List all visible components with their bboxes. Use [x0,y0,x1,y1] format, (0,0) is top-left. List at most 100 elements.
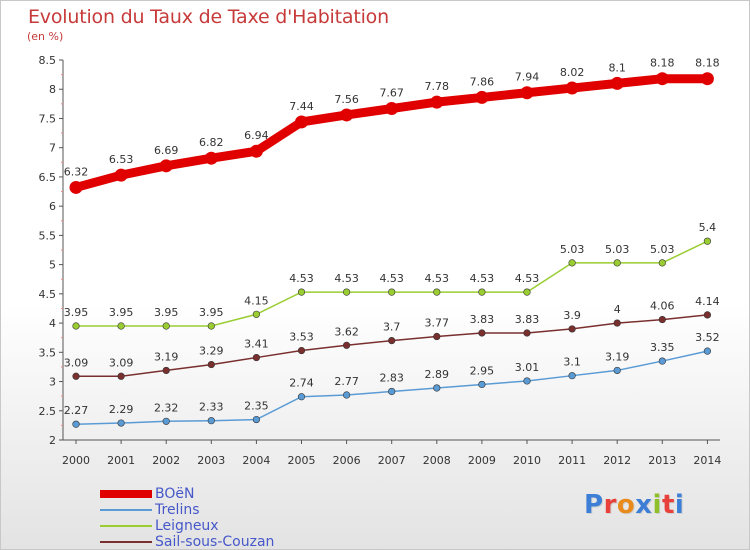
data-label: 4.53 [470,272,495,285]
x-tick-label: 2014 [693,454,721,467]
data-label: 8.02 [560,66,585,79]
data-label: 3.83 [515,313,540,326]
data-label: 3.09 [109,356,134,369]
data-point [658,315,666,324]
data-point [520,86,534,100]
data-point [613,366,621,375]
data-label: 4.15 [244,294,269,307]
legend-swatch [100,541,152,543]
legend-swatch [100,525,152,527]
data-point [207,417,215,425]
y-tick-label: 5 [49,259,56,272]
logo-letter: t [661,490,675,520]
data-point [700,72,714,86]
data-label: 6.53 [109,153,134,166]
data-point [117,372,125,380]
data-point [388,387,396,396]
data-label: 6.69 [154,144,179,157]
x-tick-label: 2004 [242,454,270,467]
data-point [297,346,306,355]
data-label: 2.33 [199,401,224,414]
data-label: 3.19 [605,350,630,363]
data-point [72,372,80,380]
data-label: 8.18 [695,57,720,70]
data-label: 2.29 [109,403,134,416]
data-label: 3.52 [695,331,720,344]
data-label: 7.44 [289,100,314,113]
data-label: 8.1 [608,61,626,74]
y-tick-label: 7.5 [39,112,57,125]
y-tick-label: 5.5 [39,229,57,242]
data-point [207,360,215,369]
data-point [249,144,263,158]
x-tick-label: 2009 [468,454,496,467]
data-point [252,310,260,318]
data-label: 8.18 [650,57,675,70]
data-point [523,377,531,385]
data-label: 2.95 [470,364,495,377]
logo-letter: o [616,490,636,520]
y-tick-label: 7 [49,142,56,155]
data-label: 4.53 [334,272,359,285]
logo-letter: i [652,490,662,520]
data-point [295,115,308,129]
data-label: 7.94 [515,71,540,84]
chart-legend: BOëN Trelins Leigneux Sail-sous-Couzan [100,486,274,550]
y-tick-label: 4 [49,317,56,330]
data-label: 5.03 [605,243,630,256]
x-tick-label: 2007 [378,454,406,467]
logo-letter: x [635,490,653,520]
data-point [297,393,306,401]
data-label: 7.78 [425,80,450,93]
data-point [658,259,666,267]
data-point [703,237,712,245]
data-label: 4.53 [379,272,404,285]
data-label: 5.4 [699,221,717,234]
data-point [343,341,351,349]
data-point [159,159,173,173]
logo-letter: r [603,490,617,520]
data-label: 2.35 [244,400,269,413]
y-tick-label: 4.5 [39,288,57,301]
x-tick-label: 2011 [558,454,586,467]
legend-swatch [100,509,152,511]
legend-item: BOëN [100,486,274,502]
data-point [478,380,486,389]
x-tick-label: 2010 [513,454,541,467]
data-point [478,288,486,296]
data-label: 2.32 [154,401,179,414]
data-point [613,319,621,327]
legend-label: Leigneux [155,518,219,534]
y-tick-label: 6.5 [39,171,57,184]
data-point [162,417,170,425]
data-label: 5.03 [560,243,585,256]
data-label: 4.14 [695,295,720,308]
data-point [433,332,441,341]
y-unit-label: (en %) [27,30,64,43]
x-tick-label: 2008 [423,454,451,467]
data-label: 6.32 [64,165,89,178]
data-point [343,391,351,399]
data-label: 3.01 [515,361,540,374]
y-tick-label: 2 [49,434,56,447]
data-label: 3.95 [109,306,134,319]
data-point [69,180,83,194]
legend-item: Trelins [100,502,274,518]
x-tick-label: 2001 [107,454,135,467]
data-label: 4.53 [515,272,540,285]
data-point [523,288,531,296]
data-label: 3.09 [64,356,89,369]
data-label: 6.94 [244,129,269,142]
data-label: 4.53 [425,272,450,285]
data-point [478,329,486,337]
data-label: 3.7 [383,321,401,334]
y-tick-label: 2.5 [39,405,57,418]
data-point [568,325,576,333]
data-point [204,151,218,165]
data-label: 3.83 [470,313,495,326]
legend-swatch [100,490,152,498]
data-point [162,366,170,375]
data-point [207,322,215,330]
data-label: 3.41 [244,338,269,351]
data-label: 2.89 [425,368,450,381]
